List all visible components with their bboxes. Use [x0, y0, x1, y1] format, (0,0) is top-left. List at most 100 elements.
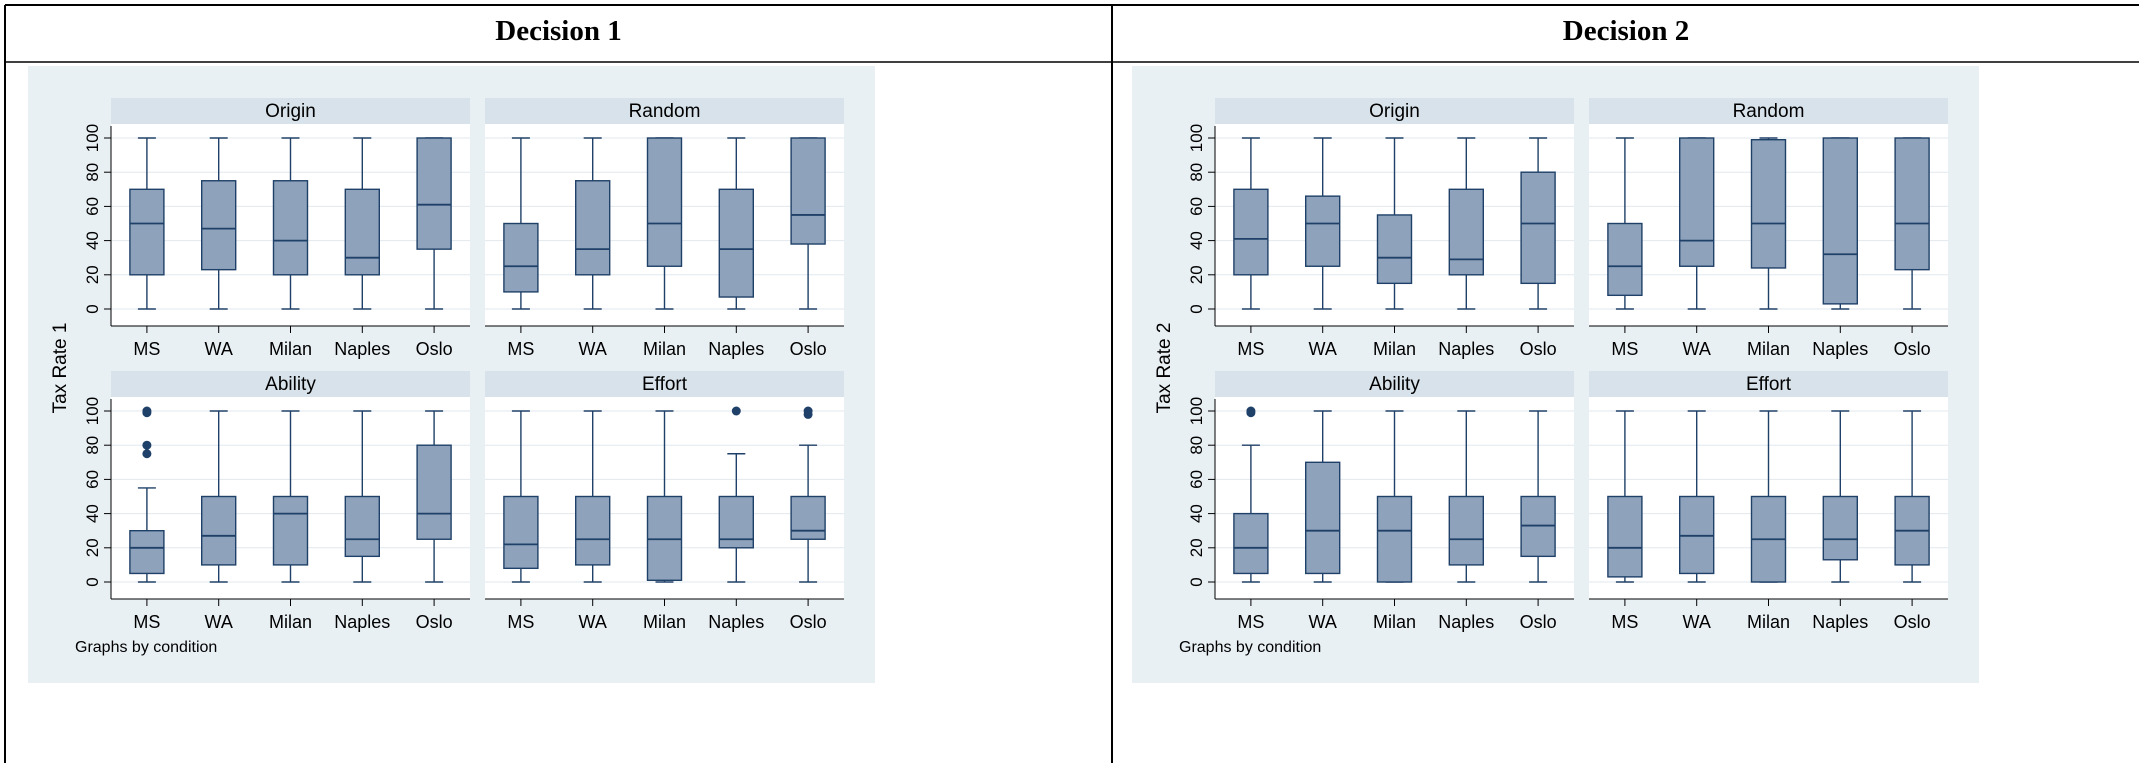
y-tick-label: 20 [1187, 538, 1206, 557]
iqr-box [1304, 195, 1341, 267]
y-tick-label: 20 [83, 265, 102, 284]
box-ms: MS [129, 406, 165, 632]
iqr-box [503, 495, 539, 570]
box-wa: WA [575, 410, 611, 632]
x-tick-label: WA [1309, 612, 1337, 632]
y-axis-title: Tax Rate 1 [50, 323, 71, 414]
x-tick-label: WA [1683, 339, 1711, 359]
iqr-box [200, 180, 237, 271]
y-tick-label: 0 [1187, 577, 1206, 586]
x-tick-label: MS [507, 339, 534, 359]
y-tick-label: 100 [1187, 124, 1206, 152]
iqr-box [272, 495, 309, 566]
y-tick-label: 60 [83, 197, 102, 216]
iqr-box [1448, 188, 1484, 276]
iqr-box [129, 188, 165, 276]
iqr-box [1376, 214, 1413, 285]
boxplot-chart-decision-1: Tax Rate 1 Origin 0 20 40 60 80 100 MS WA Milan Nap… [28, 66, 875, 683]
panel-strip [1589, 371, 1948, 397]
panel-ability: Ability 0 20 40 60 80 100 MS WA Milan Naples Oslo [83, 371, 470, 632]
iqr-box [1750, 139, 1787, 269]
outlier-point [1246, 406, 1256, 416]
box-naples: Naples [1812, 410, 1868, 632]
y-tick-label: 80 [1187, 163, 1206, 182]
panel-strip [1215, 371, 1574, 397]
y-tick-label: 40 [1187, 231, 1206, 250]
panel-effort: Effort MS WA Milan Naples Oslo [1589, 371, 1948, 632]
x-tick-label: Oslo [790, 612, 827, 632]
box-naples: Naples [708, 406, 764, 632]
column-header-decision-1: Decision 1 [495, 14, 622, 47]
x-tick-label: Naples [1812, 339, 1868, 359]
x-tick-label: Naples [708, 339, 764, 359]
x-tick-label: WA [579, 339, 607, 359]
box-ms: MS [129, 137, 165, 359]
x-tick-label: Milan [1747, 339, 1790, 359]
box-oslo: Oslo [1520, 137, 1557, 359]
x-tick-label: Milan [1747, 612, 1790, 632]
x-tick-label: Milan [643, 612, 686, 632]
x-tick-label: WA [205, 339, 233, 359]
panel-strip [485, 98, 844, 124]
iqr-box [503, 222, 539, 293]
box-oslo: Oslo [790, 137, 827, 359]
x-tick-label: MS [507, 612, 534, 632]
x-tick-label: Oslo [416, 339, 453, 359]
panel-origin: Origin 0 20 40 60 80 100 MS WA Milan Naples Oslo [1187, 98, 1574, 359]
column-header-decision-2: Decision 2 [1562, 14, 1690, 47]
y-tick-label: 0 [1187, 304, 1206, 313]
iqr-box [272, 180, 309, 276]
iqr-box [1894, 137, 1930, 271]
box-milan: Milan [643, 137, 686, 359]
x-tick-label: Milan [1373, 339, 1416, 359]
box-milan: Milan [1747, 410, 1790, 632]
iqr-box [344, 188, 380, 276]
y-tick-label: 40 [83, 504, 102, 523]
box-wa: WA [1679, 410, 1715, 632]
x-tick-label: Oslo [1520, 612, 1557, 632]
y-tick-label: 20 [83, 538, 102, 557]
graph-note: Graphs by condition [75, 639, 217, 656]
x-tick-label: Milan [269, 339, 312, 359]
box-naples: Naples [334, 410, 390, 632]
iqr-box [718, 188, 754, 298]
panel-title: Random [1733, 101, 1805, 122]
x-tick-label: Naples [334, 339, 390, 359]
box-naples: Naples [1438, 410, 1494, 632]
outlier-point [142, 440, 152, 450]
box-ms: MS [503, 137, 539, 359]
panel-title: Origin [1369, 101, 1420, 122]
iqr-box [790, 137, 826, 245]
boxplot-chart-decision-2: Tax Rate 2 Origin 0 20 40 60 80 100 MS WA Milan Nap… [1132, 66, 1979, 683]
y-tick-label: 80 [83, 163, 102, 182]
iqr-box [1233, 512, 1269, 575]
x-tick-label: Milan [1373, 612, 1416, 632]
box-milan: Milan [1373, 137, 1416, 359]
panel-title: Ability [265, 374, 316, 395]
outlier-point [731, 406, 741, 416]
box-naples: Naples [708, 137, 764, 359]
box-oslo: Oslo [416, 410, 453, 632]
x-tick-label: Milan [269, 612, 312, 632]
x-tick-label: Naples [334, 612, 390, 632]
panel-ability: Ability 0 20 40 60 80 100 MS WA Milan Naples Oslo [1187, 371, 1574, 632]
panel-title: Effort [1746, 374, 1792, 395]
y-tick-label: 60 [83, 470, 102, 489]
box-wa: WA [200, 410, 237, 632]
box-ms: MS [1607, 410, 1643, 632]
x-tick-label: WA [205, 612, 233, 632]
x-tick-label: Oslo [416, 612, 453, 632]
x-tick-label: Oslo [1894, 339, 1931, 359]
panel-origin: Origin 0 20 40 60 80 100 MS WA Milan Naples Oslo [83, 98, 470, 359]
iqr-box [1679, 137, 1715, 267]
box-naples: Naples [1812, 137, 1868, 359]
iqr-box [344, 495, 380, 558]
iqr-box [416, 137, 452, 250]
x-tick-label: MS [133, 339, 160, 359]
iqr-box [790, 495, 826, 540]
panel-strip [485, 371, 844, 397]
box-milan: Milan [1373, 410, 1416, 632]
box-ms: MS [1607, 137, 1643, 359]
x-tick-label: Milan [643, 339, 686, 359]
x-tick-label: Naples [1812, 612, 1868, 632]
